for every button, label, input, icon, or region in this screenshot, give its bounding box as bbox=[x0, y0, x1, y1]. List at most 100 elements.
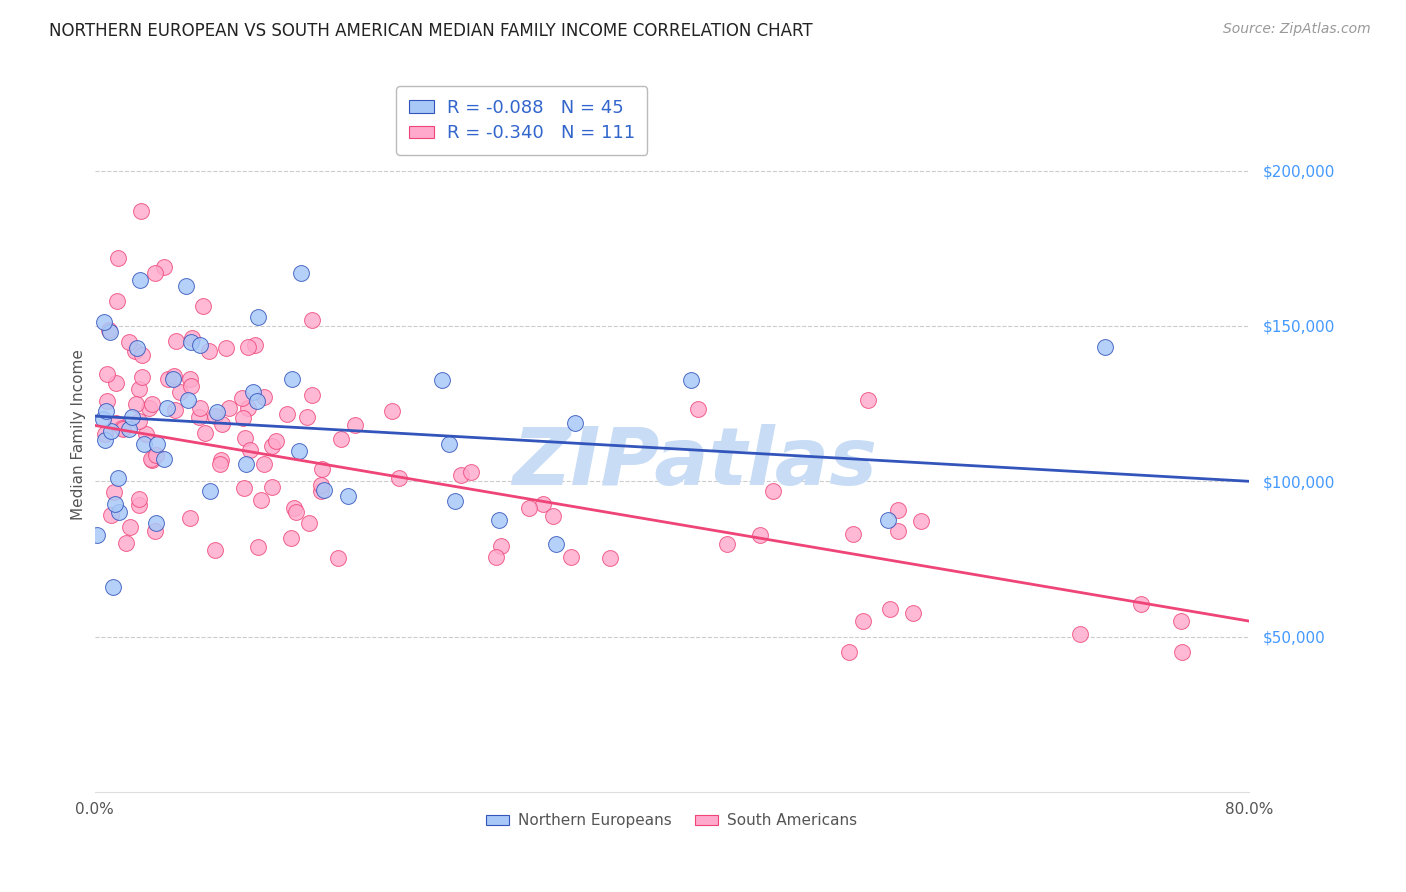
Point bbox=[163, 369, 186, 384]
Point bbox=[180, 334, 202, 349]
Point bbox=[121, 410, 143, 425]
Point bbox=[214, 341, 236, 355]
Point bbox=[290, 266, 312, 280]
Point bbox=[276, 407, 298, 421]
Point bbox=[93, 412, 115, 426]
Point bbox=[232, 410, 254, 425]
Point bbox=[108, 505, 131, 519]
Point bbox=[128, 414, 150, 428]
Point bbox=[188, 338, 211, 352]
Point bbox=[105, 416, 128, 430]
Point bbox=[910, 514, 932, 528]
Point bbox=[141, 453, 163, 467]
Point bbox=[281, 372, 304, 386]
Point bbox=[531, 497, 554, 511]
Point bbox=[231, 392, 253, 406]
Point bbox=[679, 372, 702, 386]
Point bbox=[156, 401, 179, 415]
Point bbox=[439, 437, 461, 451]
Text: NORTHERN EUROPEAN VS SOUTH AMERICAN MEDIAN FAMILY INCOME CORRELATION CHART: NORTHERN EUROPEAN VS SOUTH AMERICAN MEDI… bbox=[49, 22, 813, 40]
Point bbox=[165, 402, 187, 417]
Point bbox=[179, 510, 201, 524]
Point bbox=[128, 499, 150, 513]
Point bbox=[546, 536, 568, 550]
Point bbox=[297, 410, 319, 425]
Point bbox=[344, 417, 367, 432]
Point bbox=[253, 457, 276, 471]
Point bbox=[879, 602, 901, 616]
Point bbox=[1170, 614, 1192, 628]
Point bbox=[242, 385, 264, 400]
Point bbox=[94, 427, 117, 442]
Point bbox=[146, 437, 169, 451]
Point bbox=[246, 310, 269, 324]
Point bbox=[686, 401, 709, 416]
Point bbox=[1171, 645, 1194, 659]
Point bbox=[197, 343, 219, 358]
Point bbox=[200, 483, 222, 498]
Point bbox=[205, 405, 228, 419]
Point bbox=[309, 478, 332, 492]
Point bbox=[94, 434, 117, 448]
Point bbox=[543, 508, 565, 523]
Point bbox=[387, 471, 409, 485]
Point bbox=[444, 494, 467, 508]
Point bbox=[762, 484, 785, 499]
Point bbox=[135, 427, 157, 442]
Point bbox=[328, 551, 350, 566]
Point bbox=[128, 491, 150, 506]
Point bbox=[246, 393, 269, 408]
Point bbox=[381, 404, 404, 418]
Point bbox=[98, 325, 121, 339]
Point bbox=[179, 371, 201, 385]
Point bbox=[98, 323, 121, 337]
Point bbox=[235, 457, 257, 471]
Point bbox=[877, 513, 900, 527]
Point bbox=[194, 426, 217, 441]
Point bbox=[238, 340, 260, 354]
Point bbox=[301, 388, 323, 402]
Point bbox=[489, 539, 512, 553]
Point bbox=[107, 471, 129, 485]
Point bbox=[311, 462, 333, 476]
Point bbox=[131, 370, 153, 384]
Point bbox=[564, 416, 586, 430]
Point bbox=[131, 348, 153, 362]
Point bbox=[903, 606, 925, 620]
Point bbox=[115, 536, 138, 550]
Point bbox=[288, 444, 311, 458]
Point bbox=[129, 204, 152, 219]
Point bbox=[187, 409, 209, 424]
Point bbox=[204, 543, 226, 558]
Point bbox=[249, 493, 271, 508]
Point bbox=[143, 266, 166, 280]
Point bbox=[599, 550, 621, 565]
Point bbox=[430, 373, 453, 387]
Point bbox=[280, 531, 302, 545]
Point bbox=[180, 378, 202, 392]
Point bbox=[239, 443, 262, 458]
Point bbox=[86, 527, 108, 541]
Point bbox=[94, 404, 117, 418]
Point bbox=[309, 484, 332, 499]
Point bbox=[748, 528, 770, 542]
Point bbox=[1129, 597, 1152, 611]
Point bbox=[301, 313, 323, 327]
Point bbox=[852, 614, 875, 628]
Point bbox=[112, 422, 135, 436]
Point bbox=[450, 468, 472, 483]
Point bbox=[298, 516, 321, 530]
Point bbox=[243, 337, 266, 351]
Legend: Northern Europeans, South Americans: Northern Europeans, South Americans bbox=[481, 807, 863, 834]
Point bbox=[253, 391, 276, 405]
Point bbox=[236, 401, 259, 416]
Point bbox=[837, 645, 859, 659]
Y-axis label: Median Family Income: Median Family Income bbox=[72, 350, 86, 520]
Point bbox=[232, 481, 254, 495]
Point bbox=[887, 502, 910, 516]
Point bbox=[104, 497, 127, 511]
Point bbox=[118, 422, 141, 436]
Point bbox=[143, 524, 166, 538]
Point bbox=[209, 452, 232, 467]
Point bbox=[162, 371, 184, 385]
